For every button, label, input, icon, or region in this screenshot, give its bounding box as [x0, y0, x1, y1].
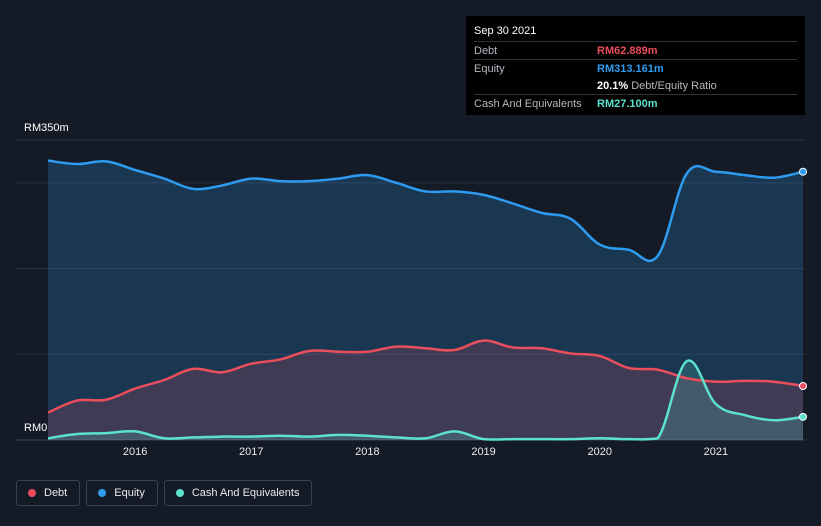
debt-area: [48, 340, 803, 440]
legend-label-cash: Cash And Equivalents: [191, 487, 300, 499]
x-tick-label: 2016: [122, 446, 148, 458]
series-areas: [48, 160, 803, 441]
x-tick-label: 2018: [355, 446, 380, 458]
tooltip-equity-value: RM313.161m: [597, 62, 664, 75]
legend-dot-debt-icon: [28, 489, 36, 497]
y-axis-max-label: RM350m: [24, 122, 69, 134]
tooltip-debt-label: Debt: [474, 44, 498, 57]
equity-line: [47, 159, 804, 263]
equity-end-marker: [799, 167, 807, 176]
tooltip-row-debt: Debt RM62.889m: [474, 41, 797, 59]
tooltip-ratio-value: 20.1%: [597, 79, 629, 92]
legend-item-debt[interactable]: Debt: [16, 480, 81, 506]
legend: Debt Equity Cash And Equivalents: [16, 480, 313, 508]
legend-item-equity[interactable]: Equity: [86, 480, 158, 506]
legend-label-equity: Equity: [114, 487, 145, 499]
tooltip-cash-value: RM27.100m: [597, 97, 658, 110]
grid-lines: [16, 139, 805, 441]
tooltip: Sep 30 2021 Debt RM62.889m Equity RM313.…: [466, 16, 805, 115]
tooltip-row-equity: Equity RM313.161m: [474, 59, 797, 77]
tooltip-ratio-label: Debt/Equity Ratio: [631, 79, 717, 92]
legend-item-cash[interactable]: Cash And Equivalents: [163, 480, 313, 506]
y-axis-min-label: RM0: [24, 422, 48, 434]
x-tick-label: 2020: [587, 446, 612, 458]
equity-area: [48, 160, 803, 441]
debt-end-marker: [799, 382, 807, 390]
tooltip-date: Sep 30 2021: [474, 25, 537, 37]
tooltip-debt-value: RM62.889m: [597, 44, 658, 57]
tooltip-row-cash: Cash And Equivalents RM27.100m: [474, 94, 797, 112]
tooltip-equity-label: Equity: [474, 62, 505, 75]
legend-dot-cash-icon: [175, 489, 184, 497]
cash-line: [47, 359, 804, 441]
x-tick-label: 2021: [703, 446, 729, 458]
x-tick-label: 2019: [471, 446, 496, 458]
series-lines: [47, 159, 804, 441]
tooltip-cash-label: Cash And Equivalents: [474, 97, 582, 110]
series-end-markers: [799, 167, 807, 421]
x-tick-label: 2017: [239, 446, 264, 458]
tooltip-row-ratio: 20.1% Debt/Equity Ratio: [474, 77, 797, 94]
cash-end-marker: [799, 412, 807, 421]
legend-dot-equity-icon: [98, 489, 107, 497]
legend-label-debt: Debt: [44, 487, 68, 499]
